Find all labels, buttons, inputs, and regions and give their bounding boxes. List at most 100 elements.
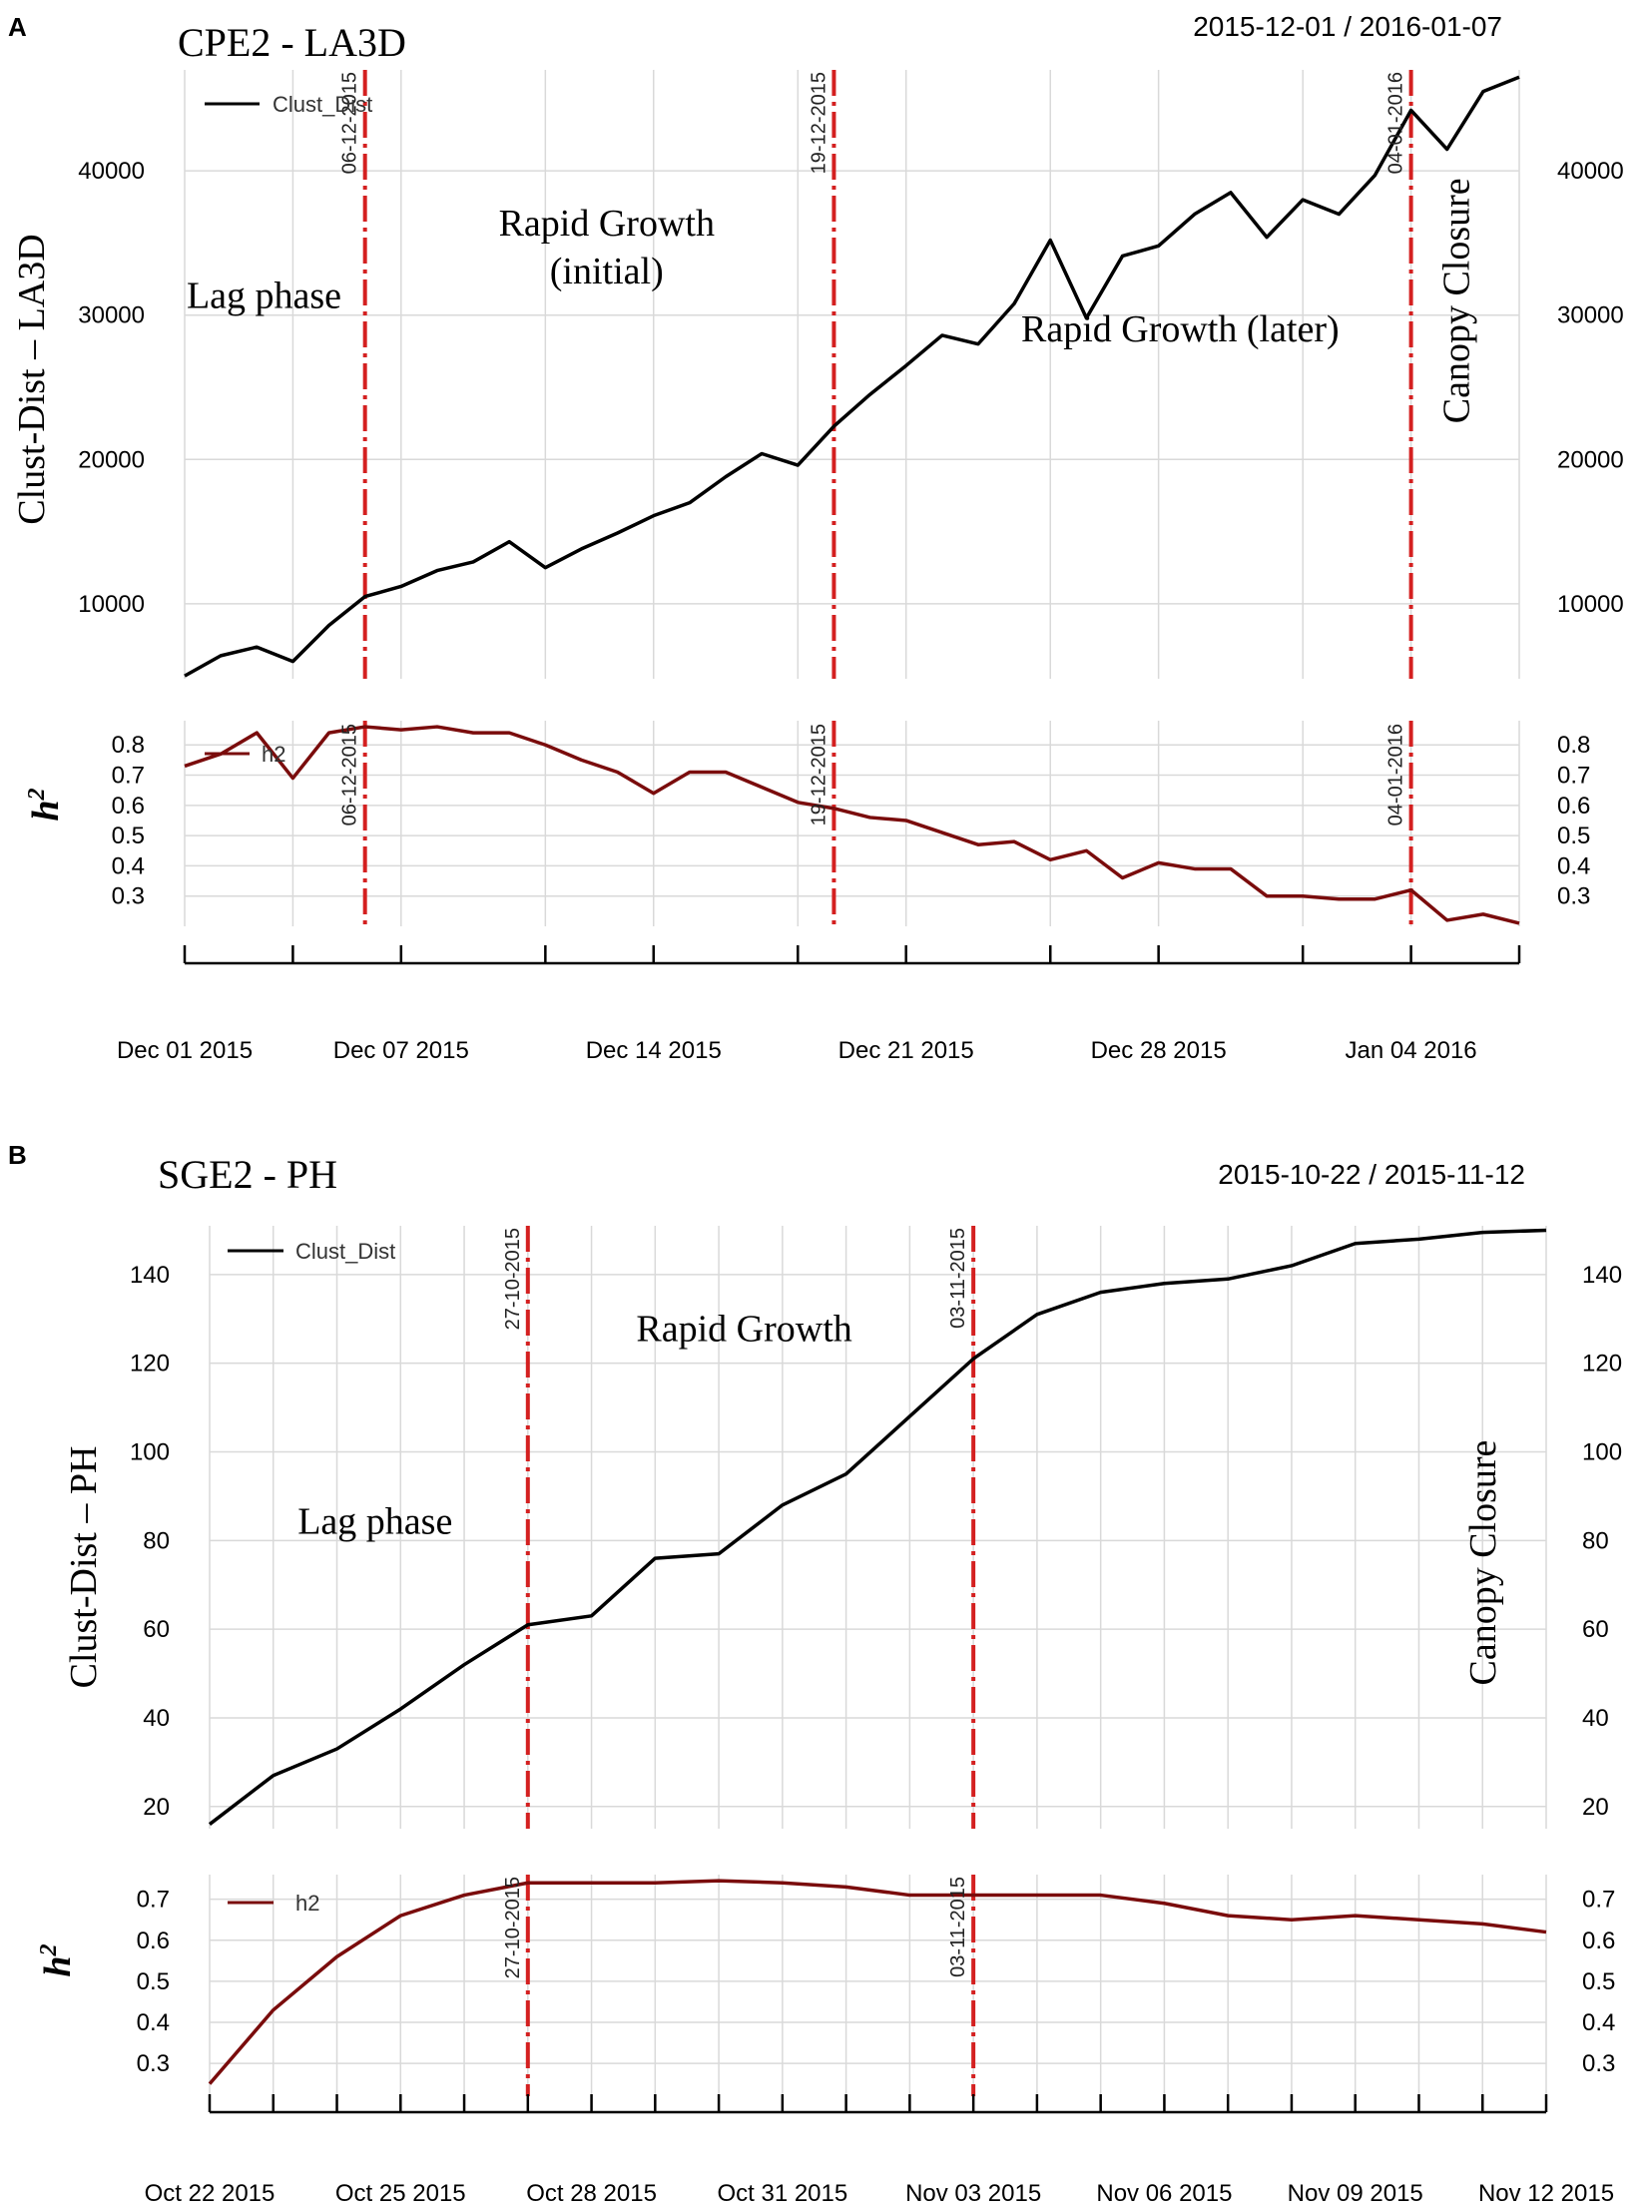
y-tick-label-right: 40000 [1557, 158, 1624, 185]
y-tick-label-right: 120 [1582, 1351, 1622, 1378]
event-label: 04-01-2016 [1385, 72, 1407, 174]
panel-a-main-grid [184, 70, 1520, 679]
panel-a-event-labels-sub: 06-12-2015 19-12-2015 04-01-2016 [339, 724, 1407, 826]
y-tick-label-right: 0.6 [1582, 1928, 1615, 1954]
panel-a-label: A [8, 12, 27, 42]
y-tick-label-left: 0.8 [112, 732, 145, 759]
y-tick-label-right: 20 [1582, 1794, 1609, 1821]
panel-b-events-main [525, 1226, 976, 1829]
panel-b-x-axis: Oct 22 2015 Oct 25 2015 Oct 28 2015 Oct 31 … [145, 2094, 1614, 2207]
panel-b-main-ylabel: Clust-Dist – PH [63, 1446, 105, 1689]
y-tick-label-left: 140 [130, 1262, 170, 1289]
legend-label-h2: h2 [262, 742, 285, 767]
y-tick-label-right: 0.6 [1557, 793, 1590, 820]
y-tick-label-left: 120 [130, 1351, 170, 1378]
panel-a-clust-dist-line [184, 75, 1520, 678]
y-tick-label-right: 100 [1582, 1439, 1622, 1466]
panel-b: B SGE2 - PH 2015-10-22 / 2015-11-12 20 40… [8, 1140, 1622, 2207]
panel-b-date-range: 2015-10-22 / 2015-11-12 [1218, 1159, 1525, 1190]
panel-a-main-yticks-right: 10000 20000 30000 40000 [1557, 158, 1624, 618]
panel-b-sub-yticks-right: 0.3 0.4 0.5 0.6 0.7 [1582, 1887, 1615, 2077]
panel-b-sub-grid [209, 1875, 1547, 2096]
y-tick-label-left: 0.4 [112, 852, 145, 879]
y-tick-label-right: 0.8 [1557, 732, 1590, 759]
event-label: 03-11-2015 [947, 1877, 969, 1977]
y-tick-label-right: 140 [1582, 1262, 1622, 1289]
y-tick-label-left: 0.3 [112, 883, 145, 910]
panel-b-annotations: Rapid Growth Lag phase Canopy Closure [297, 1308, 1504, 1685]
panel-a: A CPE2 - LA3D 2015-12-01 / 2016-01-07 10… [8, 11, 1624, 1064]
y-tick-label-right: 10000 [1557, 591, 1624, 618]
y-tick-label-left: 0.6 [137, 1928, 170, 1954]
panel-b-sub-ylabel-base: h [37, 1955, 79, 1976]
panel-b-event-labels-main: 27-10-2015 03-11-2015 [502, 1228, 969, 1330]
panel-b-label: B [8, 1140, 27, 1170]
panel-b-sub-yticks-left: 0.3 0.4 0.5 0.6 0.7 [137, 1887, 170, 2077]
legend-label-clust-dist: Clust_Dist [273, 92, 372, 117]
y-tick-label-right: 0.5 [1557, 823, 1590, 849]
panel-a-annotations: Lag phase Rapid Growth (initial) Rapid Grow… [187, 178, 1477, 423]
x-tick-label: Nov 03 2015 [905, 2180, 1041, 2207]
y-tick-label-left: 0.5 [112, 823, 145, 849]
panel-a-sub-yticks-right: 0.3 0.4 0.5 0.6 0.7 0.8 [1557, 732, 1590, 909]
panel-b-main-yticks-right: 20 40 60 80 100 120 140 [1582, 1262, 1622, 1821]
x-tick-label: Dec 21 2015 [838, 1037, 974, 1064]
panel-b-sub-ylabel: h2 [36, 1943, 79, 1976]
phase-annotation: Lag phase [297, 1501, 452, 1543]
y-tick-label-right: 0.3 [1582, 2050, 1615, 2077]
panel-a-sub-ylabel: h2 [24, 788, 67, 821]
panel-a-title: CPE2 - LA3D [178, 20, 406, 65]
y-tick-label-right: 0.7 [1582, 1887, 1615, 1914]
panel-a-sub-ylabel-base: h [25, 800, 67, 821]
y-tick-label-left: 0.4 [137, 2009, 170, 2036]
x-tick-label: Jan 04 2016 [1346, 1037, 1477, 1064]
phase-annotation: (initial) [550, 251, 664, 292]
y-tick-label-left: 0.6 [112, 793, 145, 820]
event-label: 27-10-2015 [502, 1877, 524, 1978]
y-tick-label-left: 0.7 [112, 763, 145, 790]
panel-a-main-ylabel: Clust-Dist – LA3D [11, 234, 53, 524]
y-tick-label-left: 0.3 [137, 2050, 170, 2077]
y-tick-label-right: 60 [1582, 1616, 1609, 1643]
y-tick-label-right: 80 [1582, 1527, 1609, 1554]
event-label: 27-10-2015 [502, 1228, 524, 1330]
event-label: 04-01-2016 [1385, 724, 1407, 826]
y-tick-label-right: 0.4 [1582, 2009, 1615, 2036]
event-label: 06-12-2015 [339, 724, 361, 826]
panel-b-clust-dist-line [208, 1228, 1547, 1826]
panel-a-sub-yticks-left: 0.3 0.4 0.5 0.6 0.7 0.8 [112, 732, 145, 909]
panel-b-events-sub [525, 1875, 976, 2096]
panel-a-event-labels-main: 06-12-2015 19-12-2015 04-01-2016 [339, 72, 1407, 174]
panel-b-title: SGE2 - PH [158, 1152, 337, 1197]
y-tick-label-left: 40 [143, 1705, 170, 1732]
event-label: 06-12-2015 [339, 72, 361, 174]
panel-a-date-range: 2015-12-01 / 2016-01-07 [1193, 11, 1502, 42]
legend-label-h2-b: h2 [295, 1891, 319, 1916]
phase-annotation: Rapid Growth [499, 203, 715, 245]
panel-b-h2-line [208, 1879, 1547, 2085]
x-tick-label: Oct 25 2015 [335, 2180, 466, 2207]
panel-b-main-plot: 20 40 60 80 100 120 140 20 40 60 80 100 120 140 27-1… [63, 1226, 1622, 1829]
panel-a-events-main [362, 70, 1413, 679]
phase-annotation: Lag phase [187, 276, 341, 317]
x-tick-label: Nov 12 2015 [1478, 2180, 1614, 2207]
y-tick-label-left: 40000 [78, 158, 145, 185]
phase-annotation: Canopy Closure [1462, 1440, 1504, 1686]
panel-a-legend-sub: h2 [205, 742, 285, 767]
legend-label-clust-dist-b: Clust_Dist [295, 1239, 395, 1264]
y-tick-label-left: 30000 [78, 302, 145, 329]
panel-b-sub-plot: 0.3 0.4 0.5 0.6 0.7 0.3 0.4 0.5 0.6 0.7 27-10-20… [36, 1875, 1615, 2096]
panel-a-main-plot: 10000 20000 30000 40000 10000 20000 30000 4000… [11, 70, 1624, 679]
x-tick-label: Nov 06 2015 [1096, 2180, 1232, 2207]
panel-a-main-yticks-left: 10000 20000 30000 40000 [78, 158, 145, 618]
panel-a-h2-line [184, 725, 1520, 925]
y-tick-label-left: 20000 [78, 446, 145, 473]
panel-a-x-axis: Dec 01 2015 Dec 07 2015 Dec 14 2015 Dec 21 … [117, 945, 1521, 1064]
y-tick-label-right: 30000 [1557, 302, 1624, 329]
y-tick-label-right: 0.5 [1582, 1968, 1615, 1995]
x-tick-label: Nov 09 2015 [1288, 2180, 1423, 2207]
y-tick-label-left: 0.5 [137, 1968, 170, 1995]
y-tick-label-left: 10000 [78, 591, 145, 618]
event-label: 03-11-2015 [947, 1228, 969, 1329]
